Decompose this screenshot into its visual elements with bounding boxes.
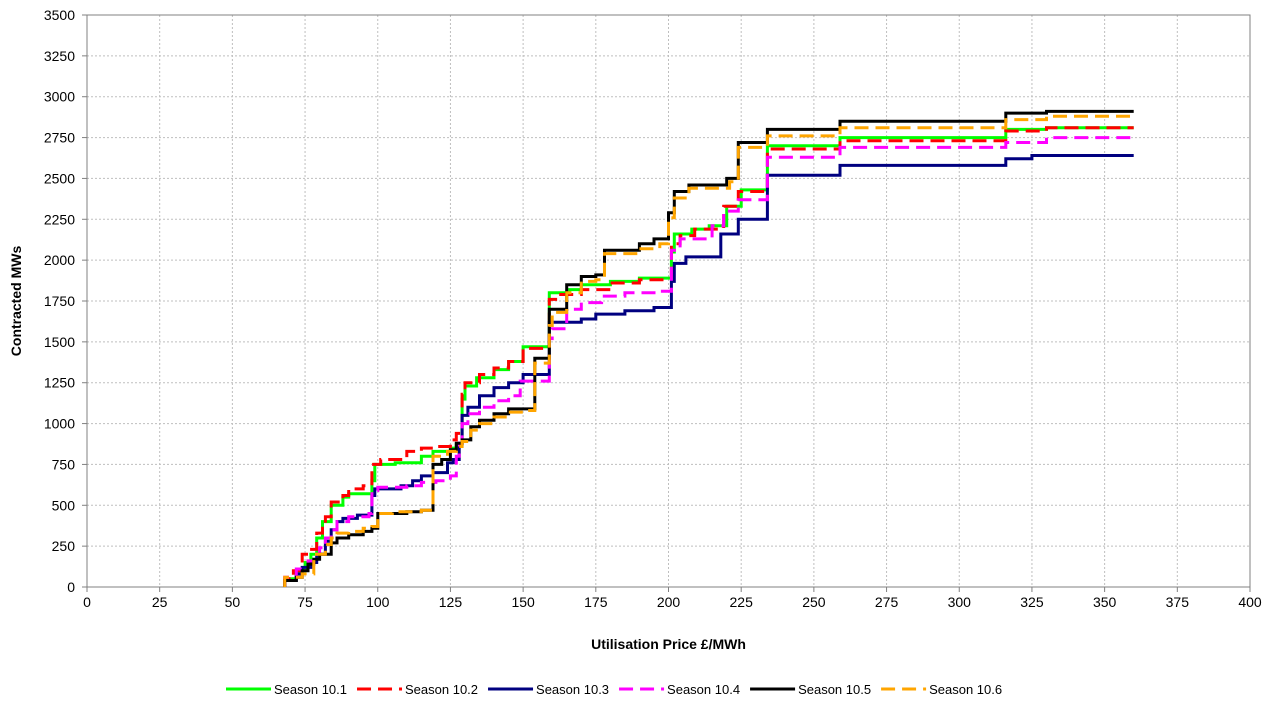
legend-item-1: Season 10.1 — [226, 682, 347, 697]
y-tick-label: 0 — [67, 579, 75, 595]
y-axis-title: Contracted MWs — [8, 246, 24, 357]
legend-item-6: Season 10.6 — [881, 682, 1002, 697]
y-tick-label: 3000 — [44, 89, 75, 105]
x-tick-label: 50 — [225, 594, 241, 610]
series-line-6 — [283, 114, 1134, 587]
y-tick-label: 3500 — [44, 7, 75, 23]
legend-item-4: Season 10.4 — [619, 682, 740, 697]
series-line-2 — [283, 126, 1134, 587]
series-line-5 — [283, 109, 1134, 587]
x-tick-label: 175 — [584, 594, 608, 610]
x-tick-label: 125 — [439, 594, 463, 610]
y-tick-label: 1250 — [44, 375, 75, 391]
y-tick-label: 2500 — [44, 170, 75, 186]
x-tick-label: 75 — [297, 594, 313, 610]
x-tick-label: 300 — [948, 594, 972, 610]
legend: Season 10.1 Season 10.2 Season 10.3 Season … — [226, 682, 1002, 697]
x-tick-label: 150 — [511, 594, 535, 610]
grid — [87, 14, 1251, 587]
x-tick-label: 250 — [802, 594, 826, 610]
legend-label: Season 10.2 — [405, 682, 478, 697]
legend-label: Season 10.3 — [536, 682, 609, 697]
x-tick-label: 325 — [1020, 594, 1044, 610]
x-tick-label: 350 — [1093, 594, 1117, 610]
x-tick-label: 100 — [366, 594, 390, 610]
y-tick-label: 1750 — [44, 293, 75, 309]
y-tick-label: 2750 — [44, 130, 75, 146]
y-tick-label: 3250 — [44, 48, 75, 64]
x-tick-label: 275 — [875, 594, 899, 610]
series-line-1 — [283, 126, 1134, 587]
y-tick-label: 1000 — [44, 416, 75, 432]
x-tick-label: 0 — [83, 594, 91, 610]
legend-item-2: Season 10.2 — [357, 682, 478, 697]
y-tick-label: 2250 — [44, 211, 75, 227]
legend-label: Season 10.1 — [274, 682, 347, 697]
x-tick-label: 375 — [1166, 594, 1190, 610]
x-tick-label: 400 — [1238, 594, 1262, 610]
x-axis-title: Utilisation Price £/MWh — [591, 636, 746, 652]
legend-item-3: Season 10.3 — [488, 682, 609, 697]
legend-item-5: Season 10.5 — [750, 682, 871, 697]
y-tick-label: 2000 — [44, 252, 75, 268]
series-line-4 — [283, 136, 1134, 587]
x-tick-label: 25 — [152, 594, 168, 610]
series-line-3 — [283, 154, 1134, 587]
series-layer — [283, 109, 1134, 587]
x-tick-label: 225 — [730, 594, 754, 610]
y-tick-label: 250 — [52, 538, 76, 554]
ticks: 0 25 50 75 100 125 150 175 200 225 250 275 300 325 350… — [44, 7, 1262, 610]
y-tick-label: 1500 — [44, 334, 75, 350]
legend-label: Season 10.5 — [798, 682, 871, 697]
legend-label: Season 10.6 — [929, 682, 1002, 697]
x-tick-label: 200 — [657, 594, 681, 610]
legend-label: Season 10.4 — [667, 682, 740, 697]
y-tick-label: 750 — [52, 456, 76, 472]
y-tick-label: 500 — [52, 497, 76, 513]
